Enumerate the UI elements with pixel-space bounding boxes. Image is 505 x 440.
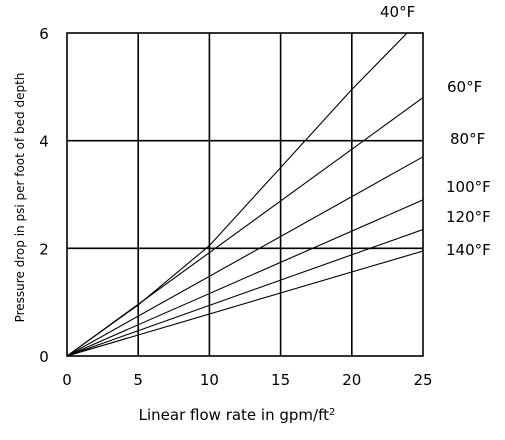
x-tick-label: 20 [342, 371, 361, 389]
series-label: 140°F [446, 241, 491, 259]
series-label: 40°F [380, 3, 415, 21]
x-axis-label-text: Linear flow rate in gpm/ft [139, 406, 329, 424]
series-lines [67, 33, 423, 356]
series-line-120F [67, 228, 423, 356]
y-tick-label: 6 [39, 25, 49, 43]
x-tick-label: 25 [413, 371, 432, 389]
series-label: 80°F [450, 130, 485, 148]
plot-frame [66, 32, 424, 357]
tick-labels: 0 5 10 15 20 25 0 2 4 6 [39, 25, 432, 389]
y-tick-label: 0 [39, 348, 49, 366]
series-line-100F [67, 199, 423, 356]
series-line-140F [67, 250, 423, 356]
x-tick-label: 15 [271, 371, 290, 389]
series-label: 120°F [446, 208, 491, 226]
series-label: 100°F [446, 178, 491, 196]
x-axis-label-superscript: 2 [329, 407, 335, 418]
series-labels: 40°F 60°F 80°F 100°F 120°F 140°F [380, 3, 491, 259]
grid [67, 33, 423, 356]
x-tick-label: 10 [200, 371, 219, 389]
y-axis-label: Pressure drop in psi per foot of bed dep… [13, 73, 27, 323]
x-tick-label: 5 [133, 371, 143, 389]
x-tick-label: 0 [62, 371, 72, 389]
series-line-60F [67, 97, 423, 356]
y-tick-label: 4 [39, 133, 49, 151]
series-label: 60°F [447, 78, 482, 96]
y-tick-label: 2 [39, 240, 49, 258]
series-line-80F [67, 156, 423, 356]
x-axis-label: Linear flow rate in gpm/ft2 [139, 406, 336, 424]
